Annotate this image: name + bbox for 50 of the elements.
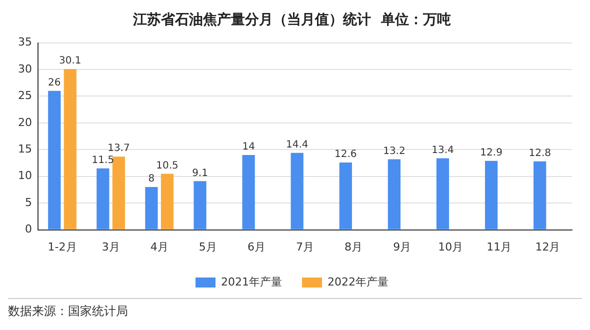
data-label: 12.6 — [334, 149, 357, 160]
bar — [242, 155, 255, 230]
x-tick-label: 3月 — [102, 240, 120, 254]
data-label: 9.1 — [192, 168, 208, 179]
data-label: 8 — [148, 174, 155, 185]
bar — [194, 181, 206, 230]
bar — [436, 158, 450, 230]
bar — [48, 90, 61, 230]
x-tick-label: 6月 — [247, 240, 266, 254]
bar — [290, 152, 304, 230]
y-tick-label: 30 — [18, 62, 32, 76]
x-tick-label: 9月 — [393, 240, 412, 254]
bar — [64, 68, 76, 230]
data-label: 14.4 — [286, 139, 308, 150]
y-tick-label: 10 — [18, 169, 32, 182]
chart-title: 江苏省石油焦产量分月（当月值）统计 单位：万吨 — [132, 11, 451, 28]
x-tick-label: 12月 — [535, 240, 560, 254]
legend-label: 2022年产量 — [328, 275, 388, 288]
x-tick-label: 8月 — [344, 240, 363, 254]
bar — [388, 159, 401, 230]
bar — [160, 174, 174, 230]
bar — [145, 187, 158, 230]
bar — [112, 156, 126, 230]
data-label: 13.2 — [383, 146, 406, 157]
x-tick-label: 11月 — [486, 240, 512, 254]
source-note: 数据来源：国家统计局 — [8, 303, 129, 320]
x-tick-label: 1-2月 — [48, 240, 77, 254]
bar — [96, 168, 110, 230]
data-label: 10.5 — [156, 160, 178, 172]
data-label: 12.9 — [480, 147, 502, 158]
data-label: 30.1 — [59, 56, 82, 67]
data-label: 14 — [242, 142, 255, 153]
x-tick-label: 4月 — [150, 240, 168, 254]
legend-label: 2021年产量 — [221, 275, 282, 288]
data-label: 13.7 — [108, 143, 130, 154]
y-tick-label: 35 — [18, 36, 32, 49]
x-tick-label: 10月 — [438, 240, 464, 254]
bar — [484, 160, 498, 230]
data-label: 12.8 — [528, 148, 551, 160]
y-tick-label: 5 — [24, 196, 32, 209]
y-tick-label: 0 — [24, 222, 32, 236]
bar — [534, 161, 546, 230]
x-tick-label: 7月 — [296, 240, 314, 254]
x-tick-label: 5月 — [198, 240, 217, 254]
bar — [339, 162, 352, 230]
y-tick-label: 25 — [18, 89, 32, 102]
y-tick-label: 20 — [18, 116, 32, 129]
data-label: 13.4 — [432, 144, 454, 156]
data-label: 26 — [48, 77, 61, 88]
y-tick-label: 15 — [18, 142, 32, 156]
